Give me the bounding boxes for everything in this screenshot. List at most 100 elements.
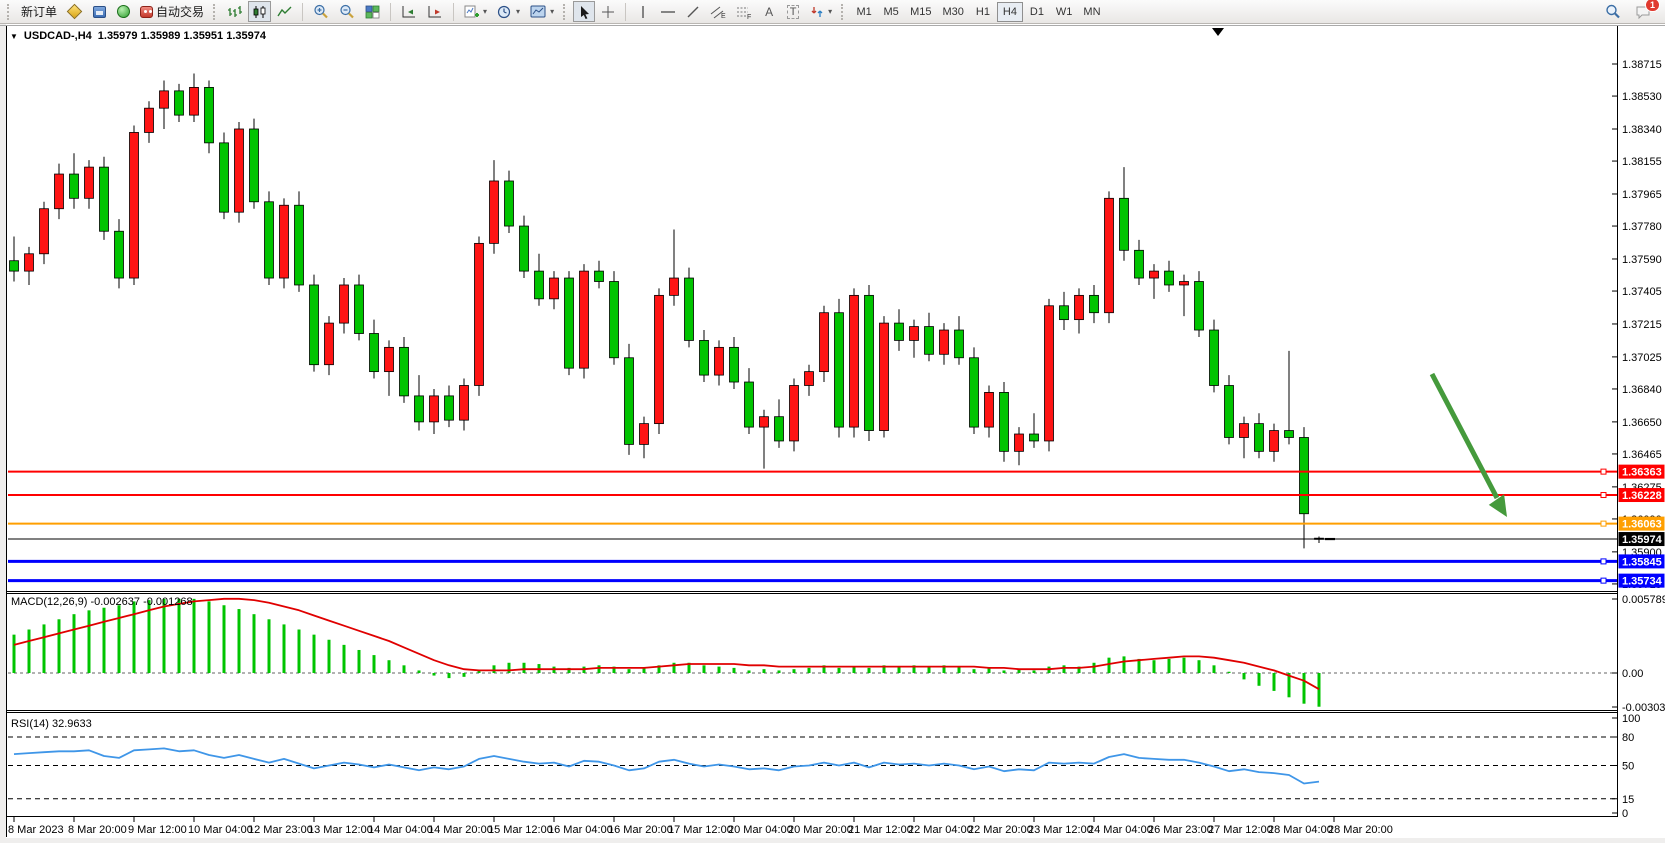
cursor-button[interactable] <box>573 1 596 22</box>
svg-text:12 Mar 23:00: 12 Mar 23:00 <box>248 824 313 836</box>
candlestick-chart-button[interactable] <box>248 1 272 22</box>
bar-chart-button[interactable] <box>223 1 246 22</box>
svg-text:24 Mar 04:00: 24 Mar 04:00 <box>1088 824 1153 836</box>
horizontal-level-lines[interactable] <box>8 468 1617 584</box>
candle-body <box>1134 249 1144 279</box>
timeframe-m5-button[interactable]: M5 <box>878 2 904 22</box>
horizontal-line-button[interactable] <box>656 1 680 22</box>
toolbar-grip[interactable] <box>7 3 12 20</box>
svg-text:28 Mar 20:00: 28 Mar 20:00 <box>1328 824 1393 836</box>
bar-chart-icon <box>228 5 243 17</box>
timeframe-mn-button[interactable]: MN <box>1078 2 1105 22</box>
tile-windows-button[interactable] <box>361 1 384 22</box>
new-chart-button[interactable]: ▾ <box>460 1 491 22</box>
equidistant-channel-button[interactable]: E <box>706 1 730 22</box>
templates-button[interactable]: ▾ <box>526 1 558 22</box>
data-window-button[interactable] <box>88 1 110 22</box>
templates-icon <box>530 5 546 18</box>
svg-text:1.38715: 1.38715 <box>1622 59 1662 71</box>
main-toolbar: 新订单 自动交易 <box>0 0 1665 24</box>
svg-text:1.35734: 1.35734 <box>1622 576 1663 588</box>
candle-body <box>384 346 394 373</box>
candle-body <box>879 322 889 431</box>
timeframe-w1-button[interactable]: W1 <box>1051 2 1078 22</box>
svg-text:80: 80 <box>1622 732 1634 744</box>
candle-body <box>1209 329 1219 386</box>
timeframe-d1-button[interactable]: D1 <box>1024 2 1050 22</box>
candle-body <box>1254 423 1264 452</box>
candle-body <box>1029 433 1039 442</box>
candle-body <box>624 357 634 445</box>
notifications-button[interactable]: 1 <box>1631 0 1660 22</box>
svg-text:1.38530: 1.38530 <box>1622 91 1662 103</box>
svg-text:17 Mar 12:00: 17 Mar 12:00 <box>668 824 733 836</box>
timeframe-m1-button[interactable]: M1 <box>851 2 877 22</box>
line-chart-button[interactable] <box>273 1 296 22</box>
text-label-button[interactable]: T <box>782 1 804 22</box>
candle-body <box>474 242 484 386</box>
chart-background[interactable] <box>0 24 1665 843</box>
fibonacci-icon: F <box>737 7 751 19</box>
text-tool-button[interactable]: A <box>758 1 780 22</box>
vertical-line-icon <box>642 5 644 18</box>
candles <box>9 73 1324 549</box>
svg-text:1.38155: 1.38155 <box>1622 156 1662 168</box>
timeframe-m30-button[interactable]: M30 <box>938 2 969 22</box>
svg-text:0: 0 <box>1622 808 1628 820</box>
chart-window: 1.38715 1.38530 1.38340 1.38155 1.37965 1.377… <box>0 24 1665 843</box>
chart-shift-button[interactable] <box>423 1 447 22</box>
candle-body <box>939 329 949 355</box>
timeframe-m15-button[interactable]: M15 <box>905 2 936 22</box>
new-order-button[interactable]: 新订单 <box>17 1 61 22</box>
svg-text:1.37590: 1.37590 <box>1622 254 1662 266</box>
svg-text:1.36465: 1.36465 <box>1622 449 1662 461</box>
svg-text:20 Mar 20:00: 20 Mar 20:00 <box>788 824 853 836</box>
fibonacci-button[interactable]: F <box>732 1 756 22</box>
collapse-indicator-icon[interactable]: ▼ <box>10 31 18 41</box>
arrows-tool-button[interactable]: ▾ <box>806 1 836 22</box>
metaeditor-button[interactable] <box>63 1 86 22</box>
svg-text:8 Mar 20:00: 8 Mar 20:00 <box>68 824 127 836</box>
svg-text:8 Mar 2023: 8 Mar 2023 <box>8 824 64 836</box>
candle-body <box>84 166 94 199</box>
crosshair-button[interactable] <box>597 1 619 22</box>
price-tags: 1.36363 1.36228 1.36063 1.35845 1.35734 1.359… <box>1618 464 1665 588</box>
time-axis[interactable]: 8 Mar 2023 8 Mar 20:00 9 Mar 12:00 10 Mar 0… <box>8 817 1393 836</box>
vertical-line-button[interactable] <box>632 1 654 22</box>
rsi-axis: 100 80 50 15 0 <box>1612 713 1640 820</box>
candle-body <box>24 253 34 272</box>
toolbar-grip[interactable] <box>841 3 846 20</box>
candle-body <box>609 281 619 359</box>
toolbar-grip[interactable] <box>213 3 218 20</box>
trendline-button[interactable] <box>682 1 704 22</box>
signals-icon <box>116 5 130 18</box>
new-order-label: 新订单 <box>21 5 58 19</box>
svg-text:100: 100 <box>1622 713 1640 725</box>
chart-canvas[interactable]: 1.38715 1.38530 1.38340 1.38155 1.37965 1.377… <box>0 24 1665 843</box>
zoom-out-button[interactable] <box>335 1 359 22</box>
autotrading-button[interactable]: 自动交易 <box>136 1 208 22</box>
candle-body <box>1119 197 1129 251</box>
svg-text:14 Mar 20:00: 14 Mar 20:00 <box>428 824 493 836</box>
toolbar-grip[interactable] <box>563 3 568 20</box>
svg-text:1.37405: 1.37405 <box>1622 286 1662 298</box>
zoom-in-button[interactable] <box>309 1 333 22</box>
auto-scroll-button[interactable] <box>397 1 421 22</box>
trend-arrow-annotation[interactable] <box>1429 372 1507 517</box>
candle-body <box>99 166 109 232</box>
svg-text:10 Mar 04:00: 10 Mar 04:00 <box>188 824 253 836</box>
candle-body <box>144 107 154 133</box>
search-button[interactable] <box>1601 1 1625 22</box>
autotrading-label: 自动交易 <box>156 5 205 19</box>
candle-body <box>459 385 469 421</box>
periods-button[interactable]: ▾ <box>493 1 524 22</box>
timeframe-h4-button[interactable]: H4 <box>996 1 1023 22</box>
cursor-icon <box>580 5 589 19</box>
candle-body <box>849 294 859 428</box>
candle-body <box>429 395 439 423</box>
signals-button[interactable] <box>112 1 134 22</box>
candle-body <box>1104 197 1114 314</box>
timeframe-h1-button[interactable]: H1 <box>970 2 996 22</box>
svg-text:15: 15 <box>1622 794 1634 806</box>
